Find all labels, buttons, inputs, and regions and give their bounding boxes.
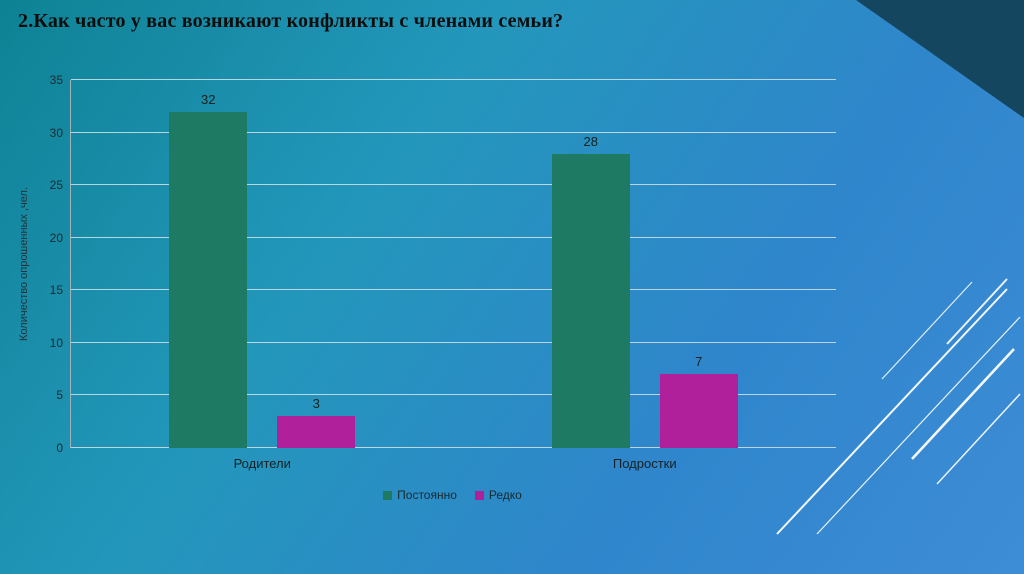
- bar-value-label: 3: [312, 396, 320, 412]
- y-tick-label: 0: [56, 441, 63, 455]
- gridline: [71, 79, 836, 80]
- chart-bar: [551, 153, 630, 448]
- gridline: [71, 394, 836, 396]
- legend-item: Редко: [474, 488, 522, 502]
- chart-legend: Постоянно Редко: [70, 488, 835, 502]
- y-tick-label: 15: [49, 283, 63, 298]
- category-label: Подростки: [612, 456, 677, 471]
- y-tick-label: 25: [49, 178, 63, 193]
- legend-swatch-icon: [383, 490, 393, 500]
- gridline: [71, 236, 836, 238]
- corner-triangle-decoration: [856, 0, 1024, 118]
- gridline: [71, 447, 836, 448]
- legend-label: Постоянно: [397, 488, 457, 502]
- y-tick-label: 30: [49, 125, 63, 140]
- legend-label: Редко: [488, 488, 522, 502]
- gridline: [71, 341, 836, 343]
- y-tick-label: 5: [56, 388, 63, 403]
- bar-value-label: 32: [201, 91, 216, 107]
- bar-value-label: 7: [695, 354, 703, 370]
- gridline: [71, 131, 836, 133]
- legend-item: Постоянно: [383, 488, 457, 502]
- legend-swatch-icon: [474, 490, 484, 500]
- bar-value-label: 28: [583, 133, 598, 149]
- plot-area: 0 5 10 15 20 25 30 35 32 3 Родители 28 7 Подростки: [50, 73, 836, 471]
- chart-bar: [169, 111, 248, 448]
- category-label: Родители: [233, 456, 291, 471]
- y-tick-label: 20: [49, 230, 63, 245]
- slide-title: 2.Как часто у вас возникают конфликты с …: [18, 10, 564, 32]
- gridline: [71, 289, 836, 291]
- y-tick-label: 10: [49, 335, 63, 350]
- chart-bar: [659, 374, 738, 448]
- chart-bar: [277, 416, 356, 448]
- diagonal-lines-decoration: [776, 278, 1021, 535]
- y-tick-label: 35: [49, 73, 63, 87]
- gridline: [71, 184, 836, 186]
